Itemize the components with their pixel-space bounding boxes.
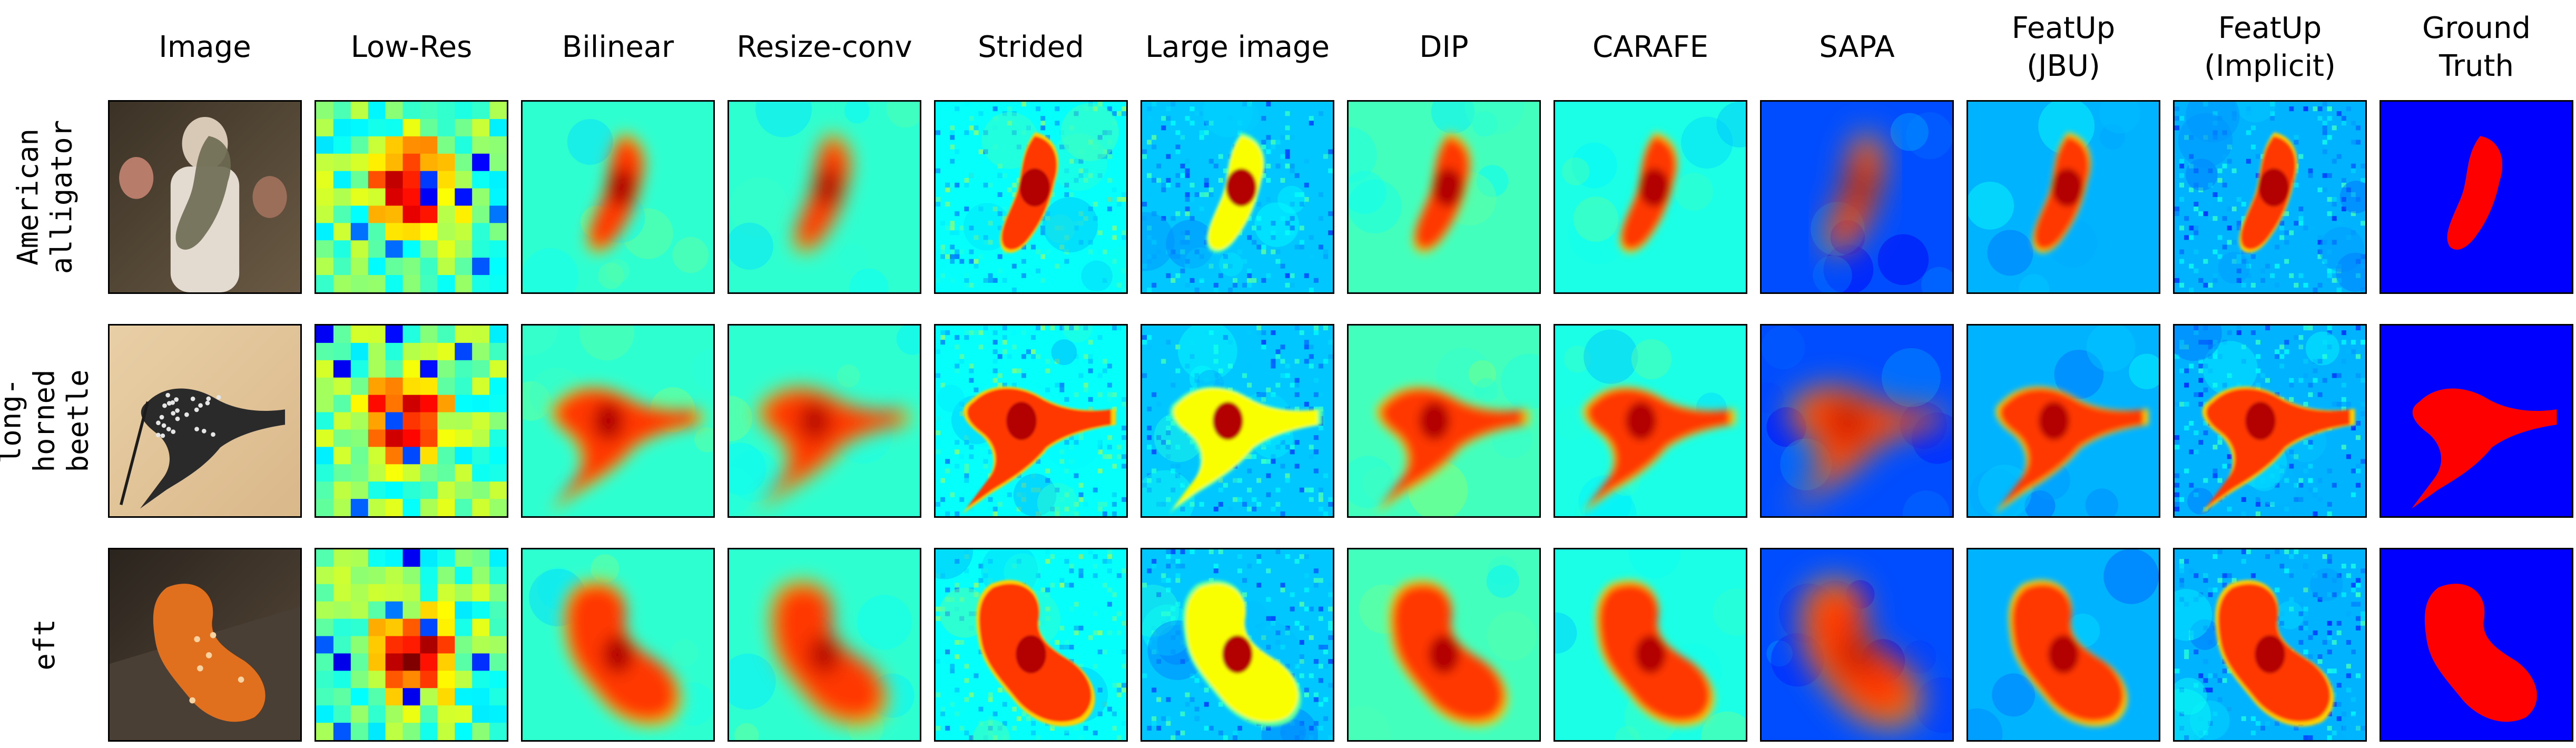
panel-eft-image (108, 548, 302, 742)
panel-beetle-large (1140, 324, 1334, 518)
column-header-image: Image (159, 30, 251, 64)
row-label-beetle: long-horned beetle (0, 369, 95, 473)
panel-alligator-bilinear (521, 100, 715, 294)
panel-beetle-sapa (1760, 324, 1954, 518)
panel-eft-lowres (314, 548, 508, 742)
column-header-implicit: FeatUp (Implicit) (2204, 11, 2336, 83)
panel-eft-strided (934, 548, 1128, 742)
row-label-eft: eft (27, 619, 61, 671)
panel-alligator-gt (2380, 100, 2573, 294)
panel-beetle-dip (1347, 324, 1541, 518)
panel-beetle-resizeconv (727, 324, 921, 518)
panel-alligator-lowres (314, 100, 508, 294)
column-header-dip: DIP (1419, 30, 1469, 64)
panel-eft-sapa (1760, 548, 1954, 742)
panel-beetle-carafe (1554, 324, 1747, 518)
column-header-lowres: Low-Res (350, 30, 473, 64)
panel-alligator-implicit (2173, 100, 2367, 294)
panel-beetle-gt (2380, 324, 2573, 518)
panel-eft-dip (1347, 548, 1541, 742)
column-header-gt: Ground Truth (2422, 11, 2531, 83)
panel-beetle-lowres (314, 324, 508, 518)
column-header-resizeconv: Resize-conv (736, 30, 912, 64)
panel-alligator-resizeconv (727, 100, 921, 294)
panel-beetle-image (108, 324, 302, 518)
panel-eft-bilinear (521, 548, 715, 742)
panel-alligator-large (1140, 100, 1334, 294)
panel-eft-gt (2380, 548, 2573, 742)
panel-eft-carafe (1554, 548, 1747, 742)
panel-alligator-jbu (1967, 100, 2160, 294)
column-header-jbu: FeatUp (JBU) (2011, 11, 2116, 83)
panel-alligator-dip (1347, 100, 1541, 294)
panel-alligator-strided (934, 100, 1128, 294)
panel-eft-large (1140, 548, 1334, 742)
panel-eft-resizeconv (727, 548, 921, 742)
column-header-sapa: SAPA (1819, 30, 1895, 64)
panel-beetle-implicit (2173, 324, 2367, 518)
panel-eft-implicit (2173, 548, 2367, 742)
panel-beetle-bilinear (521, 324, 715, 518)
panel-eft-jbu (1967, 548, 2160, 742)
panel-beetle-strided (934, 324, 1128, 518)
panel-alligator-carafe (1554, 100, 1747, 294)
column-header-bilinear: Bilinear (562, 30, 674, 64)
panel-alligator-image (108, 100, 302, 294)
panel-beetle-jbu (1967, 324, 2160, 518)
panel-alligator-sapa (1760, 100, 1954, 294)
column-header-carafe: CARAFE (1592, 30, 1708, 64)
column-header-strided: Strided (978, 30, 1084, 64)
column-header-large: Large image (1145, 30, 1330, 64)
row-label-alligator: American alligator (11, 120, 78, 274)
